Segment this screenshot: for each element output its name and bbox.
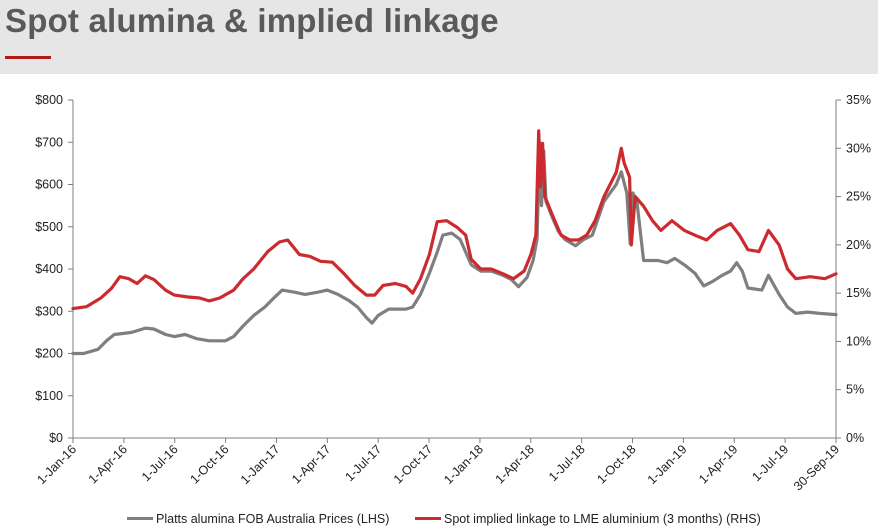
series-line-implied-linkage (71, 129, 838, 311)
x-tick-label: 1-Jul-19 (749, 442, 791, 484)
title-banner: Spot alumina & implied linkage (0, 0, 878, 74)
legend-label-linkage: Spot implied linkage to LME aluminium (3… (444, 512, 761, 526)
y-left-tick-label: $500 (35, 220, 63, 234)
y-left-tick-label: $600 (35, 178, 63, 192)
x-tick-label: 1-Oct-17 (391, 442, 435, 486)
legend-swatch-red (415, 517, 441, 521)
y-left-tick-label: $200 (35, 347, 63, 361)
legend-swatch-grey (127, 517, 153, 521)
x-tick-label: 1-Jan-17 (238, 442, 283, 487)
x-tick-label: 1-Jul-18 (546, 442, 588, 484)
x-tick-label: 1-Apr-19 (696, 442, 740, 486)
title-accent-rule (5, 56, 51, 59)
y-right-tick-label: 35% (846, 93, 871, 107)
x-tick-label: 1-Apr-17 (289, 442, 333, 486)
x-tick-label: 1-Jan-18 (441, 442, 486, 487)
legend-item-linkage: Spot implied linkage to LME aluminium (3… (415, 512, 761, 526)
x-tick-label: 1-Oct-18 (594, 442, 638, 486)
y-right-tick-label: 10% (846, 334, 871, 348)
y-right-tick-label: 0% (846, 431, 864, 445)
legend-item-platts: Platts alumina FOB Australia Prices (LHS… (127, 512, 389, 526)
y-right-tick-label: 15% (846, 286, 871, 300)
y-left-tick-label: $800 (35, 93, 63, 107)
page-title: Spot alumina & implied linkage (5, 2, 499, 39)
legend-label-platts: Platts alumina FOB Australia Prices (LHS… (156, 512, 390, 526)
line-chart: $0 $100 $200 $300 $400 $500 $600 $700 $800 0% 5% 10… (34, 93, 871, 493)
y-left-tick-label: $700 (35, 135, 63, 149)
series-line-platts-alumina (71, 140, 838, 356)
y-left-tick-label: $0 (49, 431, 63, 445)
chart-legend: Platts alumina FOB Australia Prices (LHS… (0, 510, 878, 532)
x-tick-label: 30-Sep-19 (791, 442, 842, 493)
y-right-tick-label: 30% (846, 141, 871, 155)
y-left-tick-label: $100 (35, 389, 63, 403)
x-tick-label: 1-Jul-17 (342, 442, 384, 484)
x-tick-label: 1-Jul-16 (139, 442, 181, 484)
x-tick-label: 1-Jan-16 (34, 442, 79, 487)
x-tick-label: 1-Oct-16 (187, 442, 231, 486)
y-left-tick-label: $300 (35, 304, 63, 318)
y-right-tick-label: 20% (846, 238, 871, 252)
y-right-tick-label: 25% (846, 190, 871, 204)
y-right-tick-label: 5% (846, 383, 864, 397)
y-left-tick-label: $400 (35, 262, 63, 276)
x-tick-label: 1-Apr-18 (493, 442, 537, 486)
x-tick-label: 1-Jan-19 (645, 442, 690, 487)
x-tick-label: 1-Apr-16 (86, 442, 130, 486)
